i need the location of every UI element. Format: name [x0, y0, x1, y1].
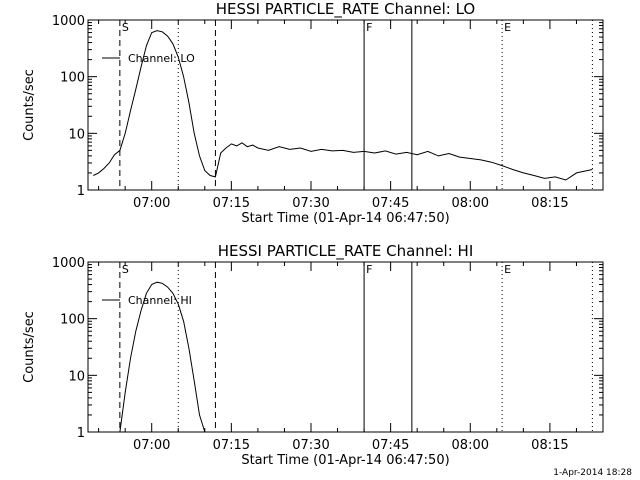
panel1-y-tick-label: 10 [68, 127, 85, 142]
panel1-y-tick-label: 100 [60, 71, 85, 86]
panel2-y-tick-label: 1 [77, 426, 85, 441]
panel2-series-line [119, 281, 206, 433]
timestamp-footer: 1-Apr-2014 18:28 [553, 468, 632, 478]
panel1-plot-frame [87, 19, 604, 191]
panel1-x-tick-label: 08:00 [452, 196, 489, 211]
panel1-x-tick-label: 07:15 [213, 196, 250, 211]
panel2-y-tick-label: 1000 [52, 256, 85, 271]
panel2-chart-title: HESSI PARTICLE_RATE Channel: HI [218, 242, 474, 261]
panel1-x-tick-label: 08:15 [531, 196, 568, 211]
panel2-event-marker-label: F [366, 263, 372, 276]
panel2-x-axis-label: Start Time (01-Apr-14 06:47:50) [241, 453, 449, 468]
panel1-x-tick-label: 07:45 [372, 196, 409, 211]
panel1-chart-title: HESSI PARTICLE_RATE Channel: LO [216, 0, 475, 19]
panel1-event-marker-label: E [504, 21, 511, 34]
panel2-x-tick-label: 07:30 [292, 438, 329, 453]
panel1-y-axis-label: Counts/sec [22, 69, 37, 141]
panel2-x-tick-label: 07:00 [133, 438, 170, 453]
panel2-event-marker-label: E [504, 263, 511, 276]
panel2-y-axis-label: Counts/sec [22, 311, 37, 383]
panel2-x-tick-label: 07:15 [213, 438, 250, 453]
panel2-x-tick-label: 07:45 [372, 438, 409, 453]
panel1-x-axis-label: Start Time (01-Apr-14 06:47:50) [241, 211, 449, 226]
panel1-y-tick-label: 1000 [52, 14, 85, 29]
panel2-x-tick-label: 08:00 [452, 438, 489, 453]
panel1-x-tick-label: 07:30 [292, 196, 329, 211]
panel1-event-marker-label: S [122, 21, 129, 34]
panel2-y-tick-label: 10 [68, 369, 85, 384]
panel1-legend-label: Channel: LO [128, 52, 195, 65]
panel1-y-tick-label: 1 [77, 184, 85, 199]
panel2-legend-label: Channel: HI [128, 294, 192, 307]
panel2-event-marker-label: S [122, 263, 129, 276]
panel2-y-tick-label: 100 [60, 313, 85, 328]
panel1-series-line [93, 30, 593, 181]
panel2-x-tick-label: 08:15 [531, 438, 568, 453]
panel1-x-tick-label: 07:00 [133, 196, 170, 211]
panel1-event-marker-label: F [366, 21, 372, 34]
panel2-plot-frame [87, 261, 604, 433]
